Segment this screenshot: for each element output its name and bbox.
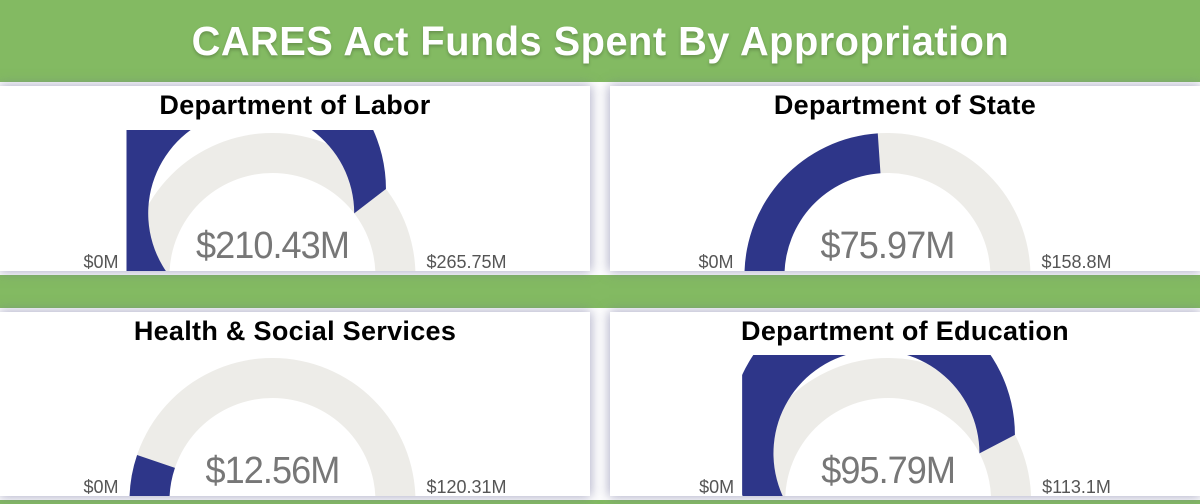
gauge-max-label: $113.1M bbox=[1042, 477, 1111, 496]
gauge-arc bbox=[126, 130, 416, 271]
gauge-health-social: $0M $12.56M $120.31M bbox=[83, 355, 507, 496]
dashboard-title: CARES Act Funds Spent By Appropriation bbox=[191, 17, 1009, 64]
gauge-arc-holder: $12.56M bbox=[126, 355, 418, 496]
gauge-track-arc bbox=[129, 358, 416, 496]
gauge-value-arc bbox=[742, 355, 1015, 496]
gauge-value-arc bbox=[129, 454, 175, 496]
gauge-card-education: Department of Education $0M $95.79M $113… bbox=[610, 312, 1200, 496]
gauge-min-label: $0M bbox=[83, 477, 119, 496]
gauge-min-label: $0M bbox=[699, 477, 735, 496]
gauge-value-callout: $75.97M bbox=[820, 225, 956, 267]
gauge-title-health-social: Health & Social Services bbox=[133, 316, 457, 346]
gauge-card-health-social: Health & Social Services $0M $12.56M $12… bbox=[0, 312, 590, 496]
gauge-max-label: $158.8M bbox=[1041, 252, 1112, 271]
gauge-row-bottom: Health & Social Services $0M $12.56M $12… bbox=[0, 308, 1200, 500]
gauge-card-labor: Department of Labor $0M $210.43M $265.75… bbox=[0, 86, 590, 271]
gauge-arc-holder: $210.43M bbox=[126, 130, 418, 271]
gauge-title-labor: Department of Labor bbox=[159, 90, 431, 120]
gauge-arc-holder: $95.79M bbox=[742, 355, 1034, 496]
gauge-value-arc bbox=[126, 130, 386, 271]
gauge-value-callout: $12.56M bbox=[205, 450, 341, 492]
gauge-value-callout: $210.43M bbox=[195, 225, 350, 267]
gauge-arc-holder: $75.97M bbox=[741, 130, 1033, 271]
gauge-education: $0M $95.79M $113.1M bbox=[699, 355, 1111, 496]
gauge-value-arc bbox=[744, 133, 881, 271]
gauge-card-state: Department of State $0M $75.97M $158.8M bbox=[610, 86, 1200, 271]
dashboard-header: CARES Act Funds Spent By Appropriation bbox=[0, 0, 1200, 82]
gauge-arc bbox=[744, 133, 1031, 271]
gauge-min-label: $0M bbox=[698, 252, 734, 271]
bottom-green-line bbox=[0, 500, 1200, 504]
gauge-title-education: Department of Education bbox=[741, 316, 1069, 346]
gauge-max-label: $265.75M bbox=[426, 252, 507, 271]
gauge-state: $0M $75.97M $158.8M bbox=[698, 130, 1112, 271]
gauge-value-callout: $95.79M bbox=[821, 450, 956, 492]
gauge-max-label: $120.31M bbox=[426, 477, 507, 496]
gauge-title-state: Department of State bbox=[773, 90, 1037, 120]
gauge-arc bbox=[129, 358, 416, 496]
gauge-row-top: Department of Labor $0M $210.43M $265.75… bbox=[0, 82, 1200, 275]
gauge-min-label: $0M bbox=[83, 252, 119, 271]
gauge-labor: $0M $210.43M $265.75M bbox=[83, 130, 507, 271]
row-divider-green-band bbox=[0, 275, 1200, 308]
gauge-arc bbox=[742, 355, 1031, 496]
